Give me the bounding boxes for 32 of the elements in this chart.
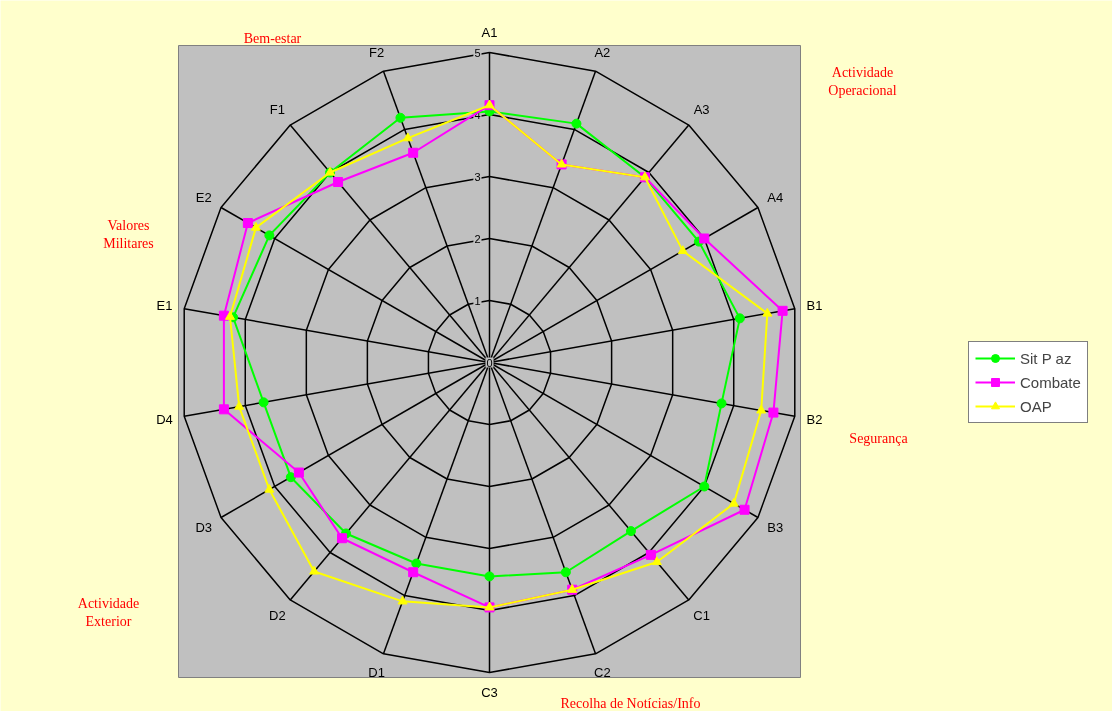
spoke-label: C3	[481, 685, 498, 700]
legend-label: Sit P az	[1020, 349, 1072, 367]
text: Actividade Operacional	[828, 65, 897, 98]
spoke-label: C1	[693, 607, 710, 623]
spoke-label: D3	[195, 520, 213, 535]
y-tick-label: 0	[486, 356, 493, 369]
spoke-label: B3	[767, 520, 784, 535]
spoke-label: D2	[269, 607, 286, 623]
spoke-label: B1	[806, 297, 823, 313]
spoke-label: C2	[594, 665, 611, 681]
legend-label: OAP	[1020, 397, 1052, 415]
spoke-label: D1	[368, 665, 385, 681]
y-tick-label: 2	[474, 232, 481, 245]
spoke-label: A2	[594, 44, 611, 60]
text: Segurança	[849, 431, 909, 446]
spoke-label: F1	[269, 102, 285, 118]
spoke-label: D4	[156, 412, 173, 428]
text: Actividade Exterior	[77, 596, 140, 629]
spoke-label: A4	[767, 190, 784, 205]
legend-label: Combate	[1020, 373, 1081, 391]
text: Recolha de Notícias/Info	[560, 696, 701, 711]
spoke-label: A3	[693, 102, 710, 118]
y-tick-label: 3	[474, 170, 481, 183]
spoke-label: E2	[195, 190, 212, 205]
y-tick-label: 5	[474, 46, 481, 59]
text: Bem-estar	[243, 31, 302, 46]
text: Valores Militares	[103, 218, 154, 251]
spoke-label: E1	[156, 297, 173, 313]
spoke-label: A1	[481, 25, 498, 40]
y-tick-label: 1	[474, 294, 481, 307]
spoke-label: B2	[806, 412, 823, 428]
spoke-label: F2	[369, 44, 385, 60]
